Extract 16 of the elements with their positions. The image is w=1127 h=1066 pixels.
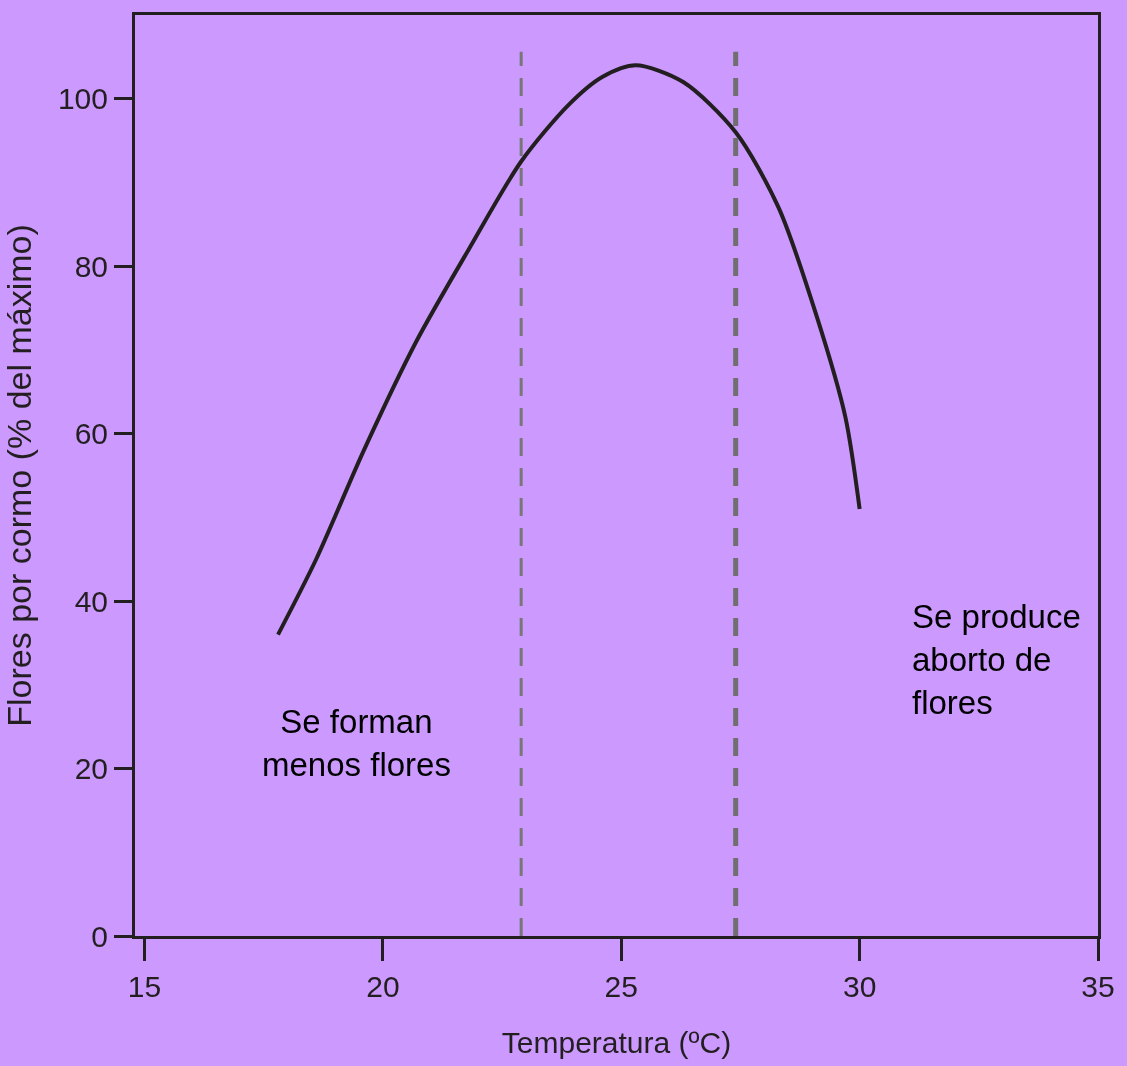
y-tick-label: 40 [74,584,108,618]
annotation: Se produce aborto de flores [912,598,1081,721]
y-axis-title: Flores por cormo (% del máximo) [0,224,38,727]
x-tick-label: 20 [366,970,400,1003]
x-axis-title: Temperatura (ºC) [501,1025,732,1059]
x-tick-label: 30 [842,970,877,1003]
y-tick-label: 60 [74,417,108,451]
x-tick-label: 25 [604,970,638,1003]
y-tick-label: 0 [91,919,108,953]
y-tick-label: 100 [57,82,108,116]
line-series [276,63,862,637]
annotation: Se forman menos flores [262,703,451,783]
x-tick-label: 35 [1081,970,1115,1003]
y-tick-label: 20 [74,752,108,786]
y-tick-label: 80 [74,249,108,283]
x-tick-label: 15 [127,970,162,1003]
